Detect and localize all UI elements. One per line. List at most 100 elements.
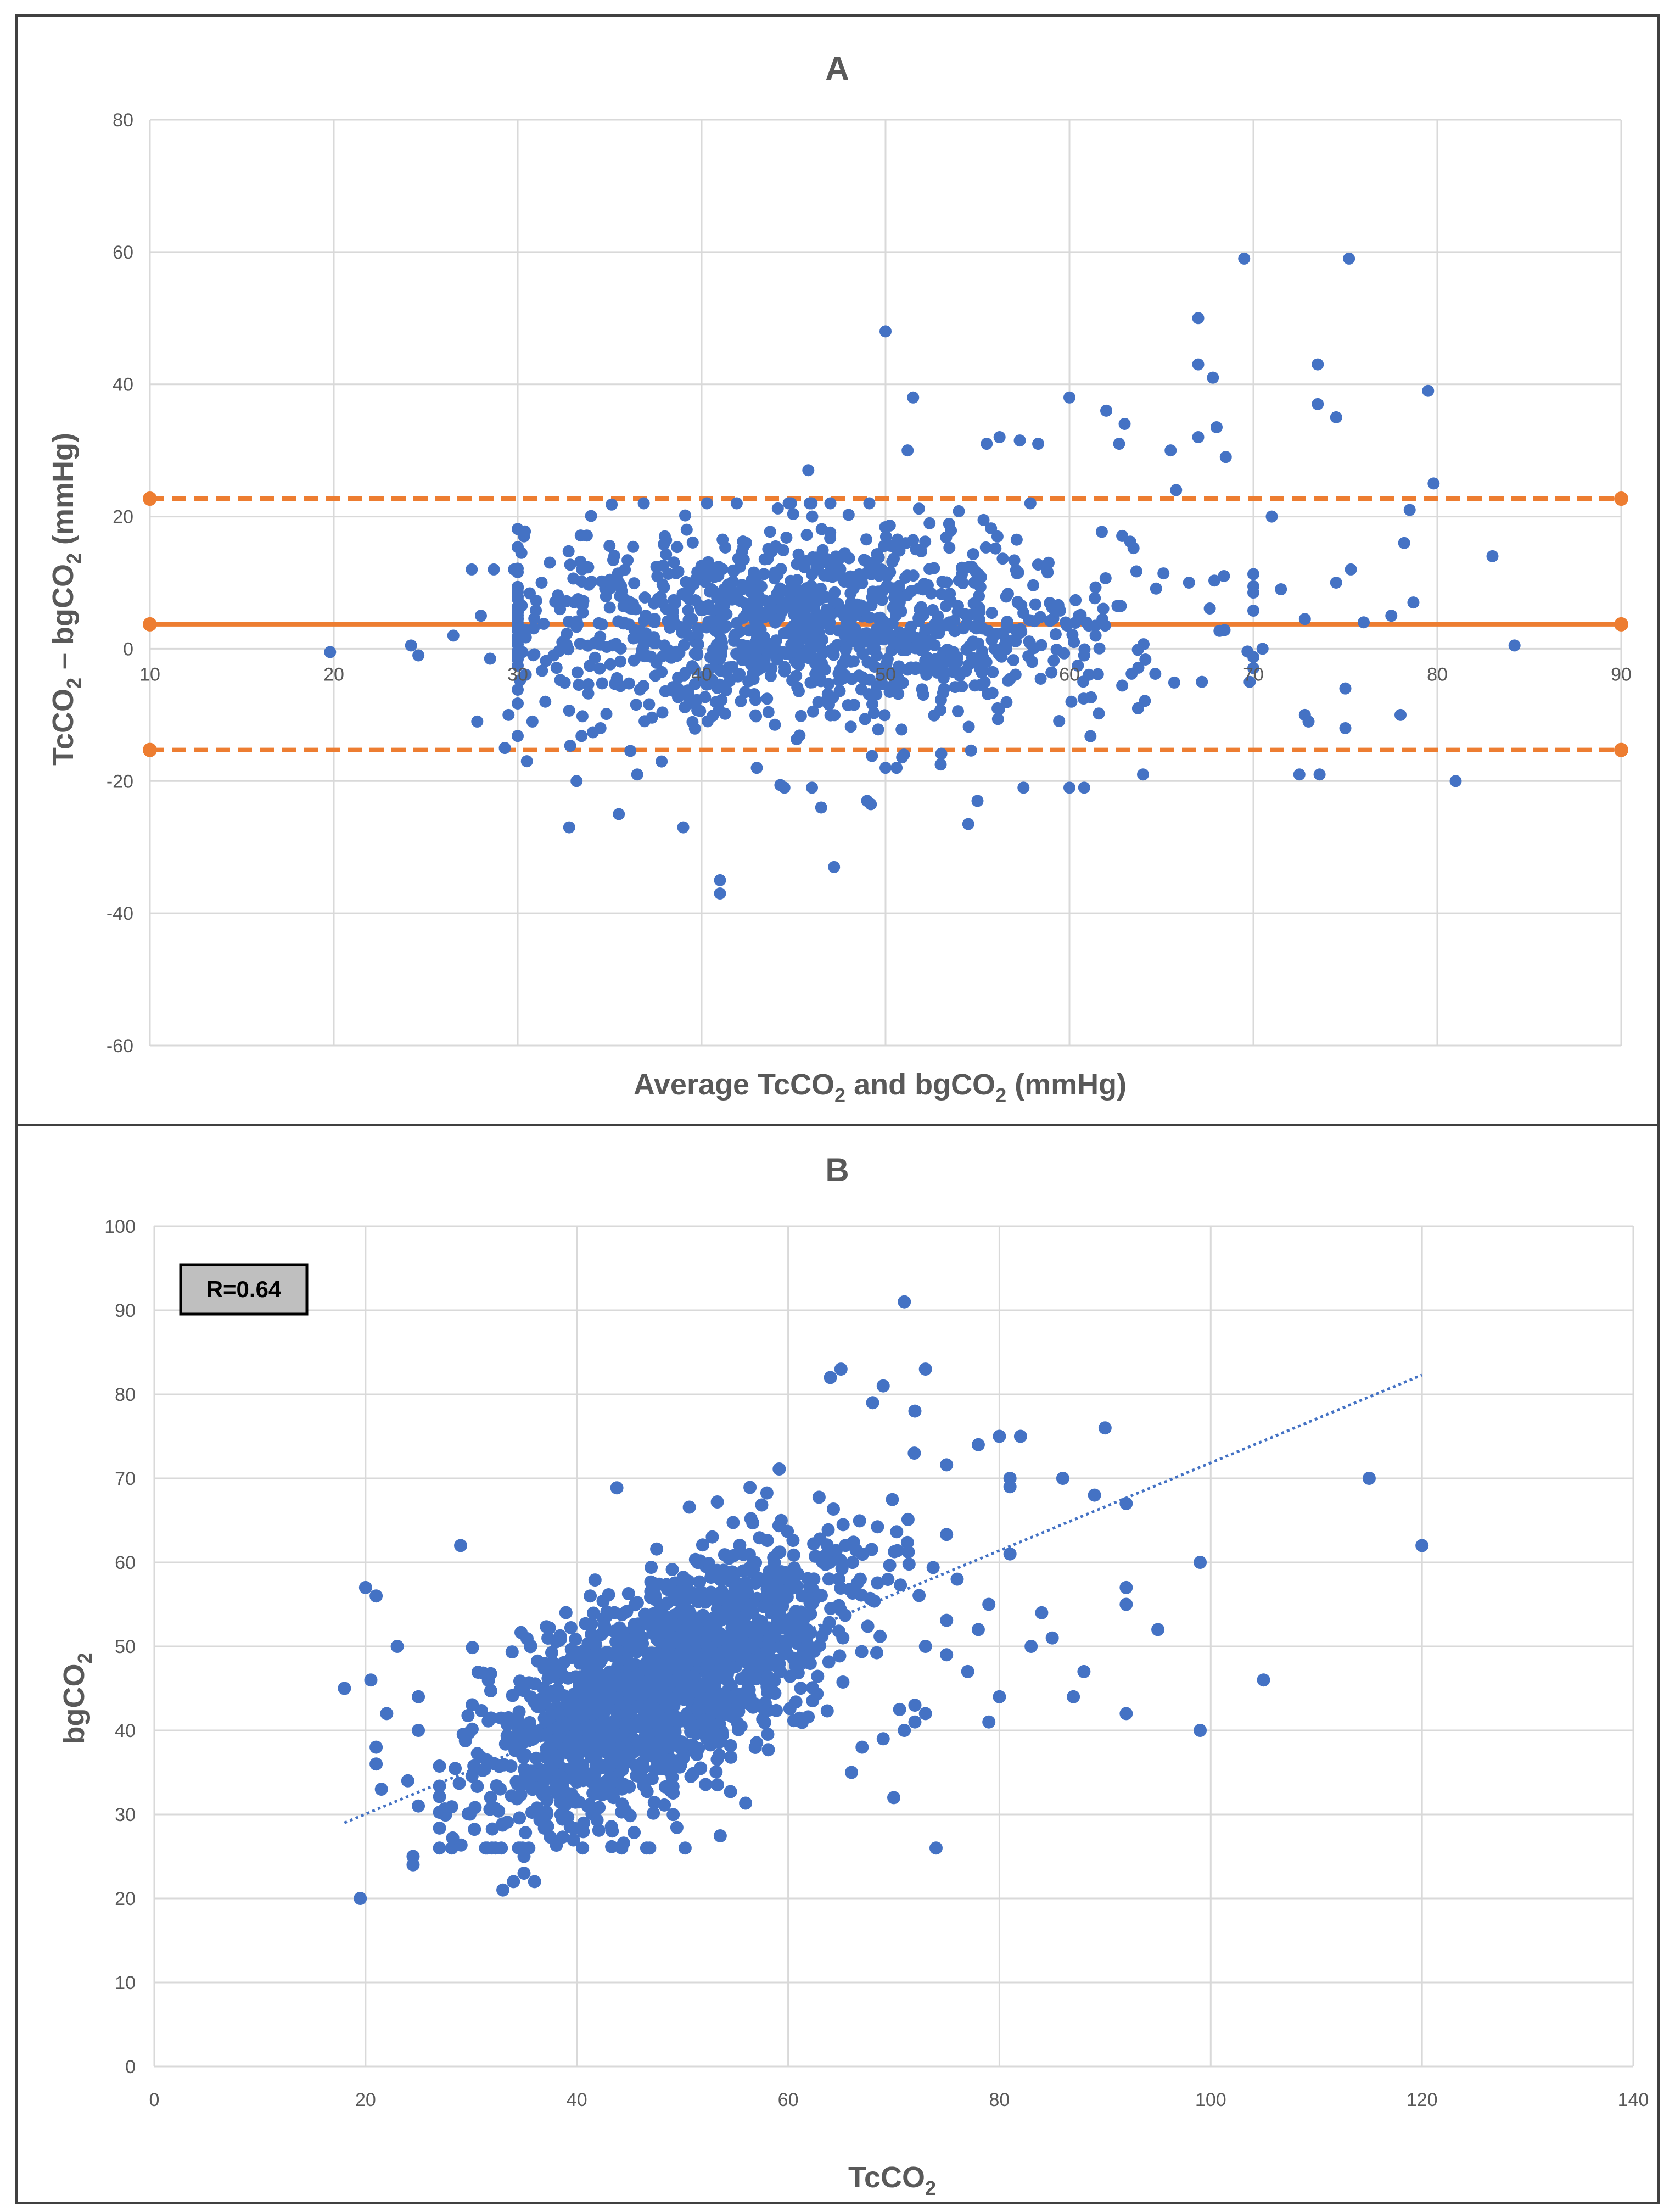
panel-a-point — [544, 556, 556, 569]
panel-a-point — [949, 625, 961, 638]
panel-b-point — [815, 1589, 828, 1602]
panel-a-x-tick: 90 — [1611, 664, 1632, 685]
panel-b-point — [619, 1633, 633, 1647]
panel-a-point — [1398, 537, 1410, 549]
panel-a-point — [626, 602, 638, 615]
panel-a-point — [1032, 558, 1044, 571]
panel-a-point — [1183, 577, 1195, 589]
panel-b-point — [519, 1826, 533, 1840]
panel-a-point — [1132, 661, 1145, 674]
panel-b-point — [338, 1682, 351, 1695]
panel-a-point — [702, 616, 715, 628]
panel-b-point — [552, 1707, 565, 1721]
panel-b-point — [517, 1867, 531, 1880]
panel-a-point — [806, 781, 818, 794]
panel-a-point — [750, 762, 763, 774]
panel-b-point — [1003, 1547, 1017, 1561]
panel-a-point — [915, 644, 927, 656]
panel-b-point — [853, 1514, 866, 1528]
panel-a-point — [977, 513, 990, 526]
panel-a-point — [627, 632, 640, 645]
panel-a-point — [789, 601, 802, 614]
panel-a-point — [905, 620, 917, 633]
panel-a-point — [961, 617, 973, 630]
panel-a-bland-altman: A -60 -40 -20 0 20 40 60 80 10 20 30 40 50 60 70 80 90 … — [15, 14, 1660, 1126]
panel-b-point — [743, 1561, 757, 1574]
panel-a-point — [512, 647, 524, 659]
panel-b-point — [686, 1739, 700, 1752]
panel-a-point — [668, 556, 680, 569]
panel-b-point — [723, 1690, 737, 1704]
panel-a-point — [677, 639, 690, 651]
panel-a-point — [682, 629, 694, 642]
panel-b-point — [470, 1780, 484, 1794]
panel-b-point — [777, 1621, 791, 1635]
panel-b-point — [873, 1629, 887, 1643]
panel-a-point — [1407, 596, 1420, 609]
panel-b-point — [940, 1528, 954, 1541]
panel-b-y-axis-label: bgCO2 — [58, 1652, 96, 1744]
panel-a-point — [786, 674, 799, 686]
panel-a-x-axis-label: Average TcCO2 and bgCO2 (mmHg) — [634, 1068, 1127, 1107]
panel-a-point — [1164, 444, 1177, 457]
panel-b-point — [1194, 1556, 1207, 1569]
panel-a-point — [600, 708, 613, 720]
panel-a-point — [1218, 569, 1230, 582]
panel-b-point — [760, 1486, 774, 1500]
panel-b-point — [684, 1719, 697, 1733]
panel-a-point — [1403, 504, 1416, 516]
panel-b-point — [659, 1728, 673, 1741]
r-value-box: R=0.64 — [179, 1263, 309, 1316]
panel-b-point — [604, 1820, 618, 1834]
panel-a-point — [630, 699, 642, 711]
panel-a-point — [830, 568, 843, 580]
r-value-label: R=0.64 — [206, 1276, 282, 1302]
panel-a-point — [842, 699, 854, 711]
panel-b-point — [898, 1724, 911, 1737]
panel-b-point — [672, 1685, 686, 1699]
panel-b-point — [590, 1813, 604, 1827]
panel-b-point — [620, 1653, 634, 1667]
panel-b-point — [748, 1577, 762, 1590]
panel-b-point — [406, 1858, 420, 1872]
panel-a-y-tick: 20 — [113, 507, 133, 528]
panel-a-point — [592, 617, 605, 629]
panel-b-point — [1151, 1623, 1165, 1636]
panel-b-point — [498, 1737, 512, 1751]
panel-b-point — [912, 1589, 926, 1602]
panel-a-point — [815, 801, 827, 814]
panel-b-point — [1119, 1580, 1133, 1594]
panel-a-point — [892, 672, 904, 684]
panel-b-point — [836, 1518, 850, 1532]
panel-b-point — [454, 1539, 468, 1552]
panel-a-point — [475, 610, 487, 622]
panel-a-point — [1089, 581, 1102, 594]
panel-b-point — [517, 1751, 530, 1764]
panel-b-point — [617, 1802, 630, 1816]
panel-b-point — [819, 1548, 833, 1562]
panel-b-point — [550, 1839, 563, 1852]
panel-a-point — [686, 716, 699, 728]
panel-b-point — [726, 1569, 740, 1583]
panel-a-point — [558, 677, 571, 689]
panel-b-point — [1088, 1488, 1101, 1502]
panel-b-point — [1013, 1429, 1027, 1443]
panel-b-point — [613, 1750, 626, 1763]
panel-a-point — [987, 666, 999, 678]
panel-a-point — [806, 510, 819, 523]
panel-a-point — [1247, 586, 1259, 599]
panel-a-y-tick: -40 — [107, 903, 133, 924]
panel-a-point — [562, 545, 575, 557]
panel-a-point — [659, 685, 671, 697]
panel-a-point — [748, 622, 760, 635]
panel-a-point — [824, 497, 837, 510]
panel-b-point — [739, 1796, 753, 1810]
panel-a-point — [603, 577, 616, 589]
panel-a-point — [901, 444, 914, 457]
panel-a-y-axis-label: TcCO2 – bgCO2 (mmHg) — [47, 433, 85, 766]
panel-a-point — [508, 563, 520, 576]
panel-b-point — [477, 1666, 490, 1680]
panel-b-point — [750, 1736, 764, 1750]
panel-b-point — [918, 1362, 932, 1376]
panel-a-point — [1078, 781, 1090, 794]
